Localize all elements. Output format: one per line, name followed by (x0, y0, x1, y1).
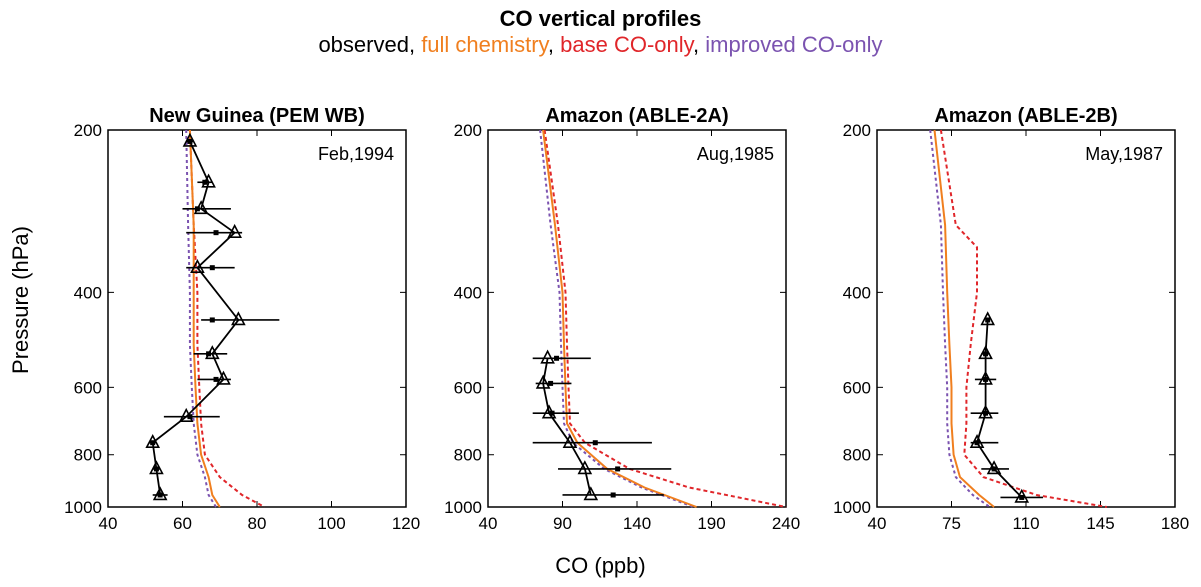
panel-3-y-tick-label: 800 (843, 446, 871, 465)
panel-1-observed-point (149, 460, 164, 475)
panel-2-axes-box (487, 129, 787, 508)
panel-1-observed-point (145, 433, 161, 449)
panel-3-observed-point (1014, 488, 1030, 503)
panel-3-y-tick-label: 400 (843, 283, 871, 302)
legend-base-co-only: base CO-only (560, 32, 694, 57)
panel-3-x-tick-label: 145 (1086, 514, 1114, 533)
panel-3-x-tick-label: 180 (1161, 514, 1189, 533)
panel-2-mean-marker (548, 380, 554, 386)
panel-1-x-tick-label: 80 (248, 514, 267, 533)
panel-3-mean-marker (1019, 494, 1025, 500)
panel-3-series-base-co-only (939, 129, 1108, 508)
panel-1-mean-marker (213, 230, 219, 236)
panel-1-observed-point (178, 407, 194, 422)
panel-1-observed-point (190, 258, 205, 273)
panel-1-x-tick-label: 100 (317, 514, 345, 533)
panel-3-observed-point (986, 460, 1002, 475)
panel-3-x-tick-label: 110 (1012, 514, 1039, 533)
panel-3-y-tick-label: 200 (843, 121, 871, 140)
panel-2-title: Amazon (ABLE-2A) (545, 105, 728, 127)
panel-3-observed-point (978, 404, 993, 419)
panel-2-mean-marker (554, 355, 560, 361)
figure-title: CO vertical profiles (499, 6, 702, 31)
panel-2-y-tick-label: 1000 (444, 498, 482, 517)
panel-2-observed-point (583, 486, 599, 501)
panel-2-mean-marker (592, 440, 598, 446)
panel-1-series-base-co-only (188, 129, 265, 508)
panel-1-observed-point (231, 311, 246, 326)
panel-3-title: Amazon (ABLE-2B) (934, 105, 1117, 127)
panel-3-observed-point (978, 345, 993, 360)
panel-1-title: New Guinea (PEM WB) (149, 105, 365, 127)
panel-3-x-tick-label: 75 (942, 514, 961, 533)
panel-3-observed-point (969, 433, 985, 449)
panel-2-observed-point (535, 374, 551, 389)
panel-1-mean-marker (209, 317, 215, 323)
panel-1-observed-point (227, 223, 242, 238)
panel-2-observed-point (541, 404, 557, 419)
panel-3-observed-point (980, 311, 996, 326)
panel-2-date-annotation: Aug,1985 (697, 144, 774, 164)
panel-2-series-full-chemistry (542, 129, 697, 508)
panel-1-observed-point (201, 173, 216, 188)
panel-2-y-tick-label: 400 (454, 283, 482, 302)
panel-3-observed-point (978, 370, 993, 385)
legend-sep-2: , (547, 32, 561, 57)
panel-2-observed-point (577, 460, 593, 475)
panel-1-observed-point (193, 200, 209, 215)
panel-1-mean-marker (209, 265, 215, 271)
legend-observed: observed (318, 32, 409, 57)
panel-2-y-tick-label: 200 (454, 121, 482, 140)
panel-1-date-annotation: Feb,1994 (318, 144, 394, 164)
panel-1-observed-point (216, 370, 231, 385)
legend-full-chemistry: full chemistry (421, 32, 548, 57)
panel-3-mean-marker (985, 317, 991, 323)
panel-2-x-tick-label: 190 (697, 514, 725, 533)
panel-2-x-tick-label: 240 (772, 514, 800, 533)
panel-1-observed-point (204, 345, 220, 360)
panel-1-x-tick-label: 60 (173, 514, 192, 533)
panel-1-mean-marker (213, 376, 219, 382)
legend-sep-3: , (693, 32, 706, 57)
panel-2-series-improved-co-only (539, 129, 694, 508)
panel-2-observed-point (562, 433, 578, 449)
panel-1-y-tick-label: 1000 (64, 498, 102, 517)
panel-3-x-tick-label: 40 (868, 514, 887, 533)
panel-3-series-improved-co-only (929, 129, 991, 508)
panel-3-series-observed (976, 319, 1023, 499)
panel-2-y-tick-label: 800 (454, 446, 482, 465)
legend-improved-co-only: improved CO-only (705, 32, 883, 57)
x-axis-title: CO (ppb) (555, 553, 646, 578)
panel-2-x-tick-label: 140 (623, 514, 651, 533)
panel-1-y-tick-label: 800 (74, 446, 102, 465)
panel-2-series-base-co-only (543, 129, 787, 508)
panel-2-x-tick-label: 40 (479, 514, 498, 533)
panel-3-axes-box (876, 129, 1176, 508)
legend-sep-1: , (408, 32, 422, 57)
panel-2-series-observed (542, 358, 592, 496)
panel-3-date-annotation: May,1987 (1085, 144, 1163, 164)
panel-1-x-tick-label: 40 (99, 514, 118, 533)
panel-1-y-tick-label: 400 (74, 283, 102, 302)
panel-3-y-tick-label: 1000 (833, 498, 871, 517)
panel-2-mean-marker (610, 492, 616, 498)
panel-2-x-tick-label: 90 (553, 514, 572, 533)
panel-3-series-full-chemistry (933, 129, 995, 508)
panel-1-observed-point (152, 486, 168, 501)
panel-2-mean-marker (615, 466, 621, 472)
panel-1-x-tick-label: 120 (392, 514, 420, 533)
panel-1-observed-point (182, 132, 198, 147)
panel-1-y-tick-label: 200 (74, 121, 102, 140)
figure-legend: observed, full chemistry, base CO-only, … (0, 32, 1201, 58)
panel-1-series-improved-co-only (185, 129, 217, 508)
panel-2-observed-point (540, 349, 555, 364)
panel-1-y-tick-label: 600 (74, 378, 102, 397)
panel-2-y-tick-label: 600 (454, 378, 482, 397)
panel-1-axes-box (107, 129, 407, 508)
panel-3-y-tick-label: 600 (843, 378, 871, 397)
y-axis-title: Pressure (hPa) (8, 226, 33, 374)
